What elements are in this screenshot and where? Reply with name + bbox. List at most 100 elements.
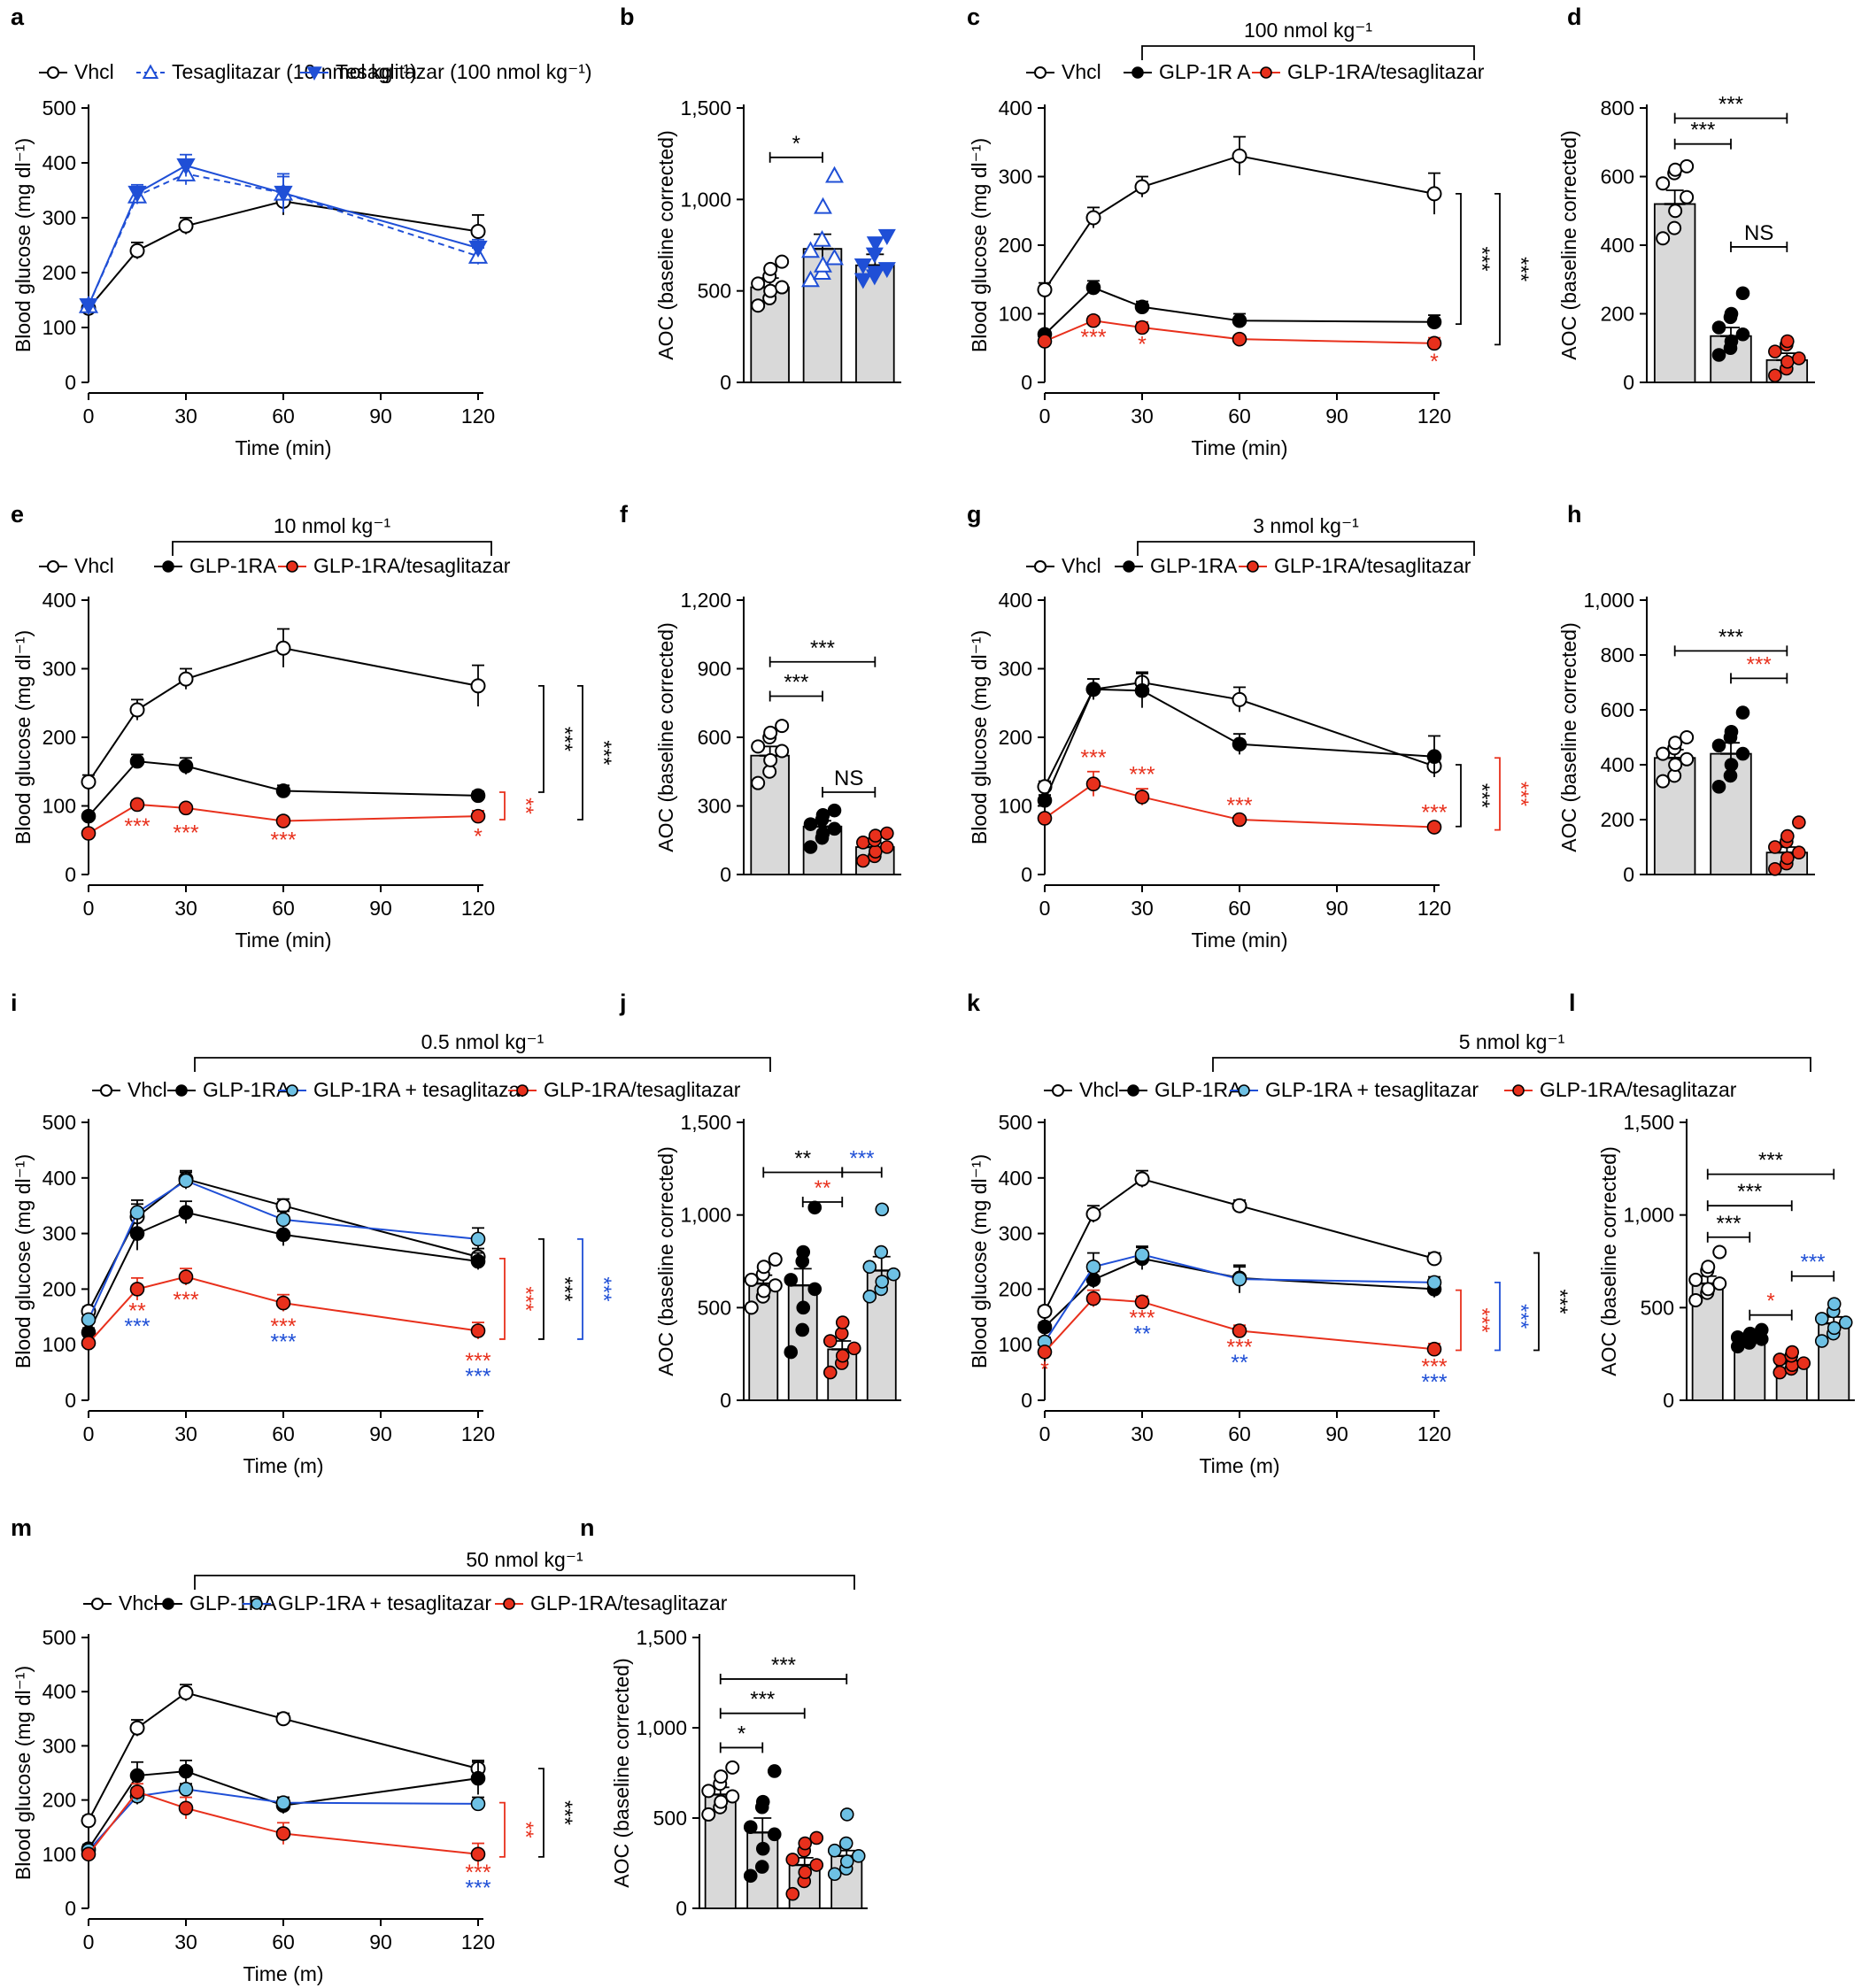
data-point bbox=[1426, 186, 1442, 202]
y-tick-label: 0 bbox=[65, 371, 76, 394]
x-tick-label: 0 bbox=[83, 1422, 95, 1445]
panel-a: a Vhcl Tesaglitazar (10 nmol kg⁻¹)Tesaglit… bbox=[11, 4, 592, 459]
y-axis-label: AOC (baseline corrected) bbox=[654, 622, 677, 852]
y-tick-label: 300 bbox=[698, 795, 731, 818]
y-tick-label: 800 bbox=[1601, 96, 1634, 119]
data-point bbox=[866, 236, 884, 253]
data-point bbox=[1701, 1282, 1716, 1297]
panel-label: j bbox=[619, 990, 627, 1016]
data-point bbox=[81, 1336, 97, 1351]
data-point bbox=[1085, 776, 1101, 792]
y-tick-label: 500 bbox=[653, 1807, 687, 1830]
data-point bbox=[178, 800, 194, 816]
x-tick-label: 30 bbox=[174, 405, 197, 428]
data-point bbox=[1037, 1304, 1053, 1320]
panel-label: k bbox=[967, 990, 981, 1016]
data-point bbox=[1668, 736, 1683, 751]
data-point bbox=[1656, 774, 1671, 789]
x-tick-label: 0 bbox=[83, 897, 95, 920]
y-tick-label: 100 bbox=[999, 303, 1032, 326]
legend-entry: Vhcl bbox=[1062, 60, 1101, 83]
data-point bbox=[1085, 312, 1101, 328]
data-point bbox=[807, 1282, 823, 1297]
y-tick-label: 0 bbox=[1021, 863, 1032, 886]
data-point bbox=[1232, 1271, 1247, 1287]
significance-star: ** bbox=[1133, 1321, 1151, 1346]
data-point bbox=[1085, 1259, 1101, 1275]
x-tick-label: 90 bbox=[1325, 1422, 1348, 1445]
bar-group bbox=[750, 719, 790, 875]
significance-bracket bbox=[1494, 1281, 1501, 1352]
data-point bbox=[1680, 158, 1695, 173]
data-point bbox=[1232, 812, 1247, 828]
panel-label: l bbox=[1569, 990, 1576, 1016]
y-tick-label: 300 bbox=[999, 1222, 1032, 1245]
dose-bracket bbox=[194, 1575, 855, 1590]
data-point bbox=[803, 817, 818, 831]
legend-marker bbox=[47, 560, 59, 573]
legend-entry: Tesaglitazar (100 nmol kg⁻¹) bbox=[336, 60, 592, 83]
bar-group bbox=[701, 1760, 740, 1909]
data-point bbox=[1711, 320, 1726, 335]
data-point bbox=[1037, 1319, 1053, 1335]
series-glp-1ra-tesaglitazar bbox=[1037, 1289, 1442, 1360]
data-point bbox=[1085, 1206, 1101, 1222]
data-point bbox=[1724, 724, 1739, 739]
legend-entry: GLP-1RA + tesaglitazar bbox=[313, 1078, 527, 1101]
y-tick-label: 600 bbox=[1601, 698, 1634, 721]
data-point bbox=[470, 1231, 486, 1247]
legend-marker bbox=[142, 64, 159, 79]
data-point bbox=[1134, 179, 1150, 195]
data-point bbox=[178, 671, 194, 687]
data-point bbox=[1701, 1260, 1716, 1275]
significance-bracket bbox=[538, 684, 544, 793]
data-point bbox=[1232, 148, 1247, 164]
data-point bbox=[470, 1846, 486, 1862]
data-point bbox=[178, 759, 194, 774]
y-tick-label: 300 bbox=[42, 1222, 76, 1245]
dose-label: 5 nmol kg⁻¹ bbox=[1459, 1030, 1565, 1053]
data-point bbox=[763, 283, 778, 298]
data-point bbox=[767, 1827, 782, 1842]
y-tick-label: 0 bbox=[65, 863, 76, 886]
significance-star: *** bbox=[173, 1288, 198, 1313]
data-point bbox=[744, 1272, 759, 1287]
significance-star: * bbox=[474, 824, 483, 849]
y-tick-label: 400 bbox=[999, 1167, 1032, 1190]
data-point bbox=[1232, 736, 1247, 752]
data-point bbox=[775, 280, 790, 295]
significance-bracket-label: *** bbox=[552, 1276, 576, 1301]
significance-bracket-label: *** bbox=[514, 1286, 537, 1311]
y-tick-label: 100 bbox=[42, 795, 76, 818]
y-axis-label: AOC (baseline corrected) bbox=[654, 130, 677, 360]
data-point bbox=[714, 1794, 729, 1809]
y-tick-label: 400 bbox=[999, 96, 1032, 119]
data-point bbox=[768, 1252, 783, 1267]
data-point bbox=[1426, 335, 1442, 351]
y-tick-label: 200 bbox=[42, 261, 76, 284]
data-point bbox=[1426, 1275, 1442, 1291]
y-tick-label: 0 bbox=[1623, 863, 1634, 886]
x-tick-label: 120 bbox=[1417, 897, 1451, 920]
significance-bracket-label: * bbox=[738, 1722, 745, 1745]
data-point bbox=[714, 1769, 729, 1784]
significance-star: *** bbox=[1080, 745, 1106, 770]
bar-group bbox=[1710, 286, 1752, 383]
y-axis-label: AOC (baseline corrected) bbox=[1597, 1146, 1620, 1376]
data-point bbox=[1814, 1312, 1829, 1326]
data-point bbox=[784, 1345, 799, 1360]
x-tick-label: 30 bbox=[1131, 1422, 1154, 1445]
data-point bbox=[869, 844, 883, 859]
significance-star: * bbox=[1430, 350, 1439, 374]
legend-entry: GLP-1RA/tesaglitazar bbox=[530, 1591, 728, 1614]
x-tick-label: 90 bbox=[369, 405, 392, 428]
y-tick-label: 900 bbox=[698, 658, 731, 681]
data-point bbox=[1780, 851, 1795, 866]
data-point bbox=[1796, 1356, 1811, 1370]
data-point bbox=[827, 1843, 842, 1858]
panel-label: n bbox=[580, 1514, 595, 1541]
y-tick-label: 200 bbox=[42, 1277, 76, 1300]
data-point bbox=[1232, 312, 1247, 328]
significance-bracket bbox=[577, 1237, 583, 1340]
x-tick-label: 120 bbox=[461, 897, 495, 920]
